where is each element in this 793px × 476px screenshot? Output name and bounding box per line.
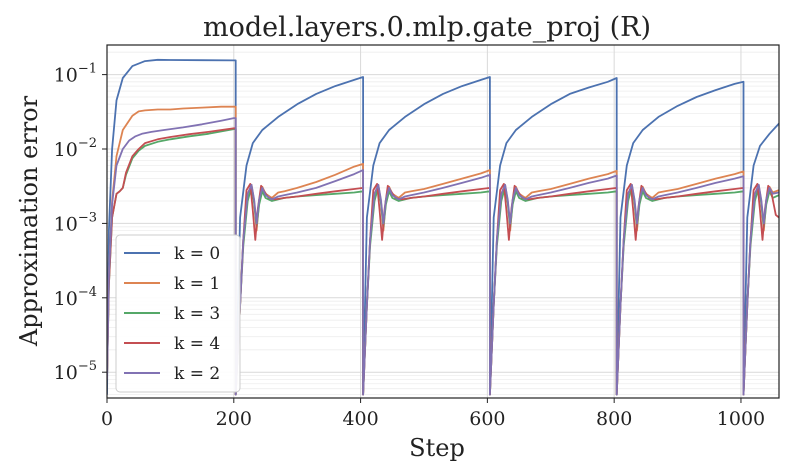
x-tick-label: 400 [342,408,378,430]
x-tick-label: 0 [101,408,113,430]
x-tick-label: 600 [469,408,505,430]
x-tick-label: 800 [596,408,632,430]
legend-label: k = 4 [174,334,220,354]
y-tick-label: 10−1 [54,62,97,87]
series-line-k2 [107,117,779,396]
y-tick-label: 10−3 [54,210,97,235]
x-axis-ticks: 0 200 400 600 800 1000 [101,398,765,430]
x-tick-label: 200 [216,408,252,430]
plot-frame [106,44,780,399]
y-tick-label: 10−4 [54,285,97,310]
y-tick-label: 10−5 [54,359,97,384]
legend-label: k = 3 [174,304,220,324]
legend-label: k = 0 [174,244,220,264]
x-tick-label: 1000 [717,408,765,430]
y-axis-ticks: 10−5 10−4 10−3 10−2 10−1 [54,62,107,384]
y-tick-label: 10−2 [54,136,97,161]
legend: k = 0 k = 1 k = 3 k = 4 k = 2 [115,234,241,393]
series-line-k0 [107,58,779,396]
legend-box [115,234,241,393]
y-axis-label: Approximation error [15,95,43,347]
legend-label: k = 2 [174,364,220,384]
x-axis-label: Step [409,434,465,462]
chart-title: model.layers.0.mlp.gate_proj (R) [203,12,651,43]
legend-label: k = 1 [174,274,220,294]
